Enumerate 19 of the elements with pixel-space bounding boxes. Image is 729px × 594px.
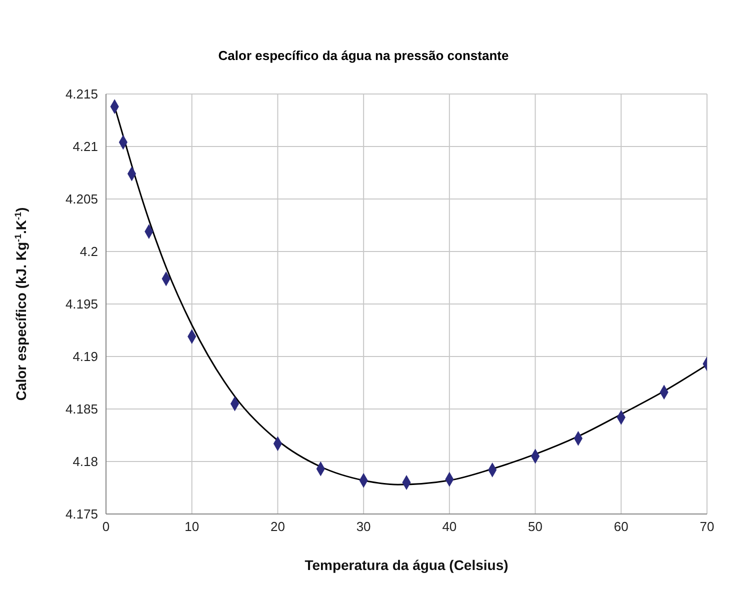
x-tick-label: 0 bbox=[102, 519, 110, 534]
x-tick-label: 50 bbox=[528, 519, 543, 534]
x-tick-label: 30 bbox=[356, 519, 371, 534]
x-tick-label: 70 bbox=[700, 519, 714, 534]
y-tick-label: 4.185 bbox=[65, 402, 98, 417]
y-tick-label: 4.18 bbox=[72, 454, 98, 470]
y-tick-label: 4.215 bbox=[65, 86, 98, 102]
x-tick-label: 60 bbox=[614, 519, 628, 534]
x-tick-label: 10 bbox=[184, 519, 200, 534]
y-tick-label: 4.19 bbox=[72, 349, 98, 364]
y-tick-label: 4.205 bbox=[65, 192, 98, 207]
x-tick-label: 20 bbox=[270, 519, 285, 534]
y-tick-label: 4.21 bbox=[72, 139, 98, 154]
y-tick-label: 4.2 bbox=[80, 244, 98, 260]
x-axis-title: Temperatura da água (Celsius) bbox=[304, 557, 508, 573]
y-tick-label: 4.175 bbox=[65, 506, 98, 522]
y-tick-label: 4.195 bbox=[65, 296, 98, 312]
chart-title: Calor específico da água na pressão constante bbox=[217, 48, 510, 63]
x-tick-label: 40 bbox=[442, 519, 457, 534]
